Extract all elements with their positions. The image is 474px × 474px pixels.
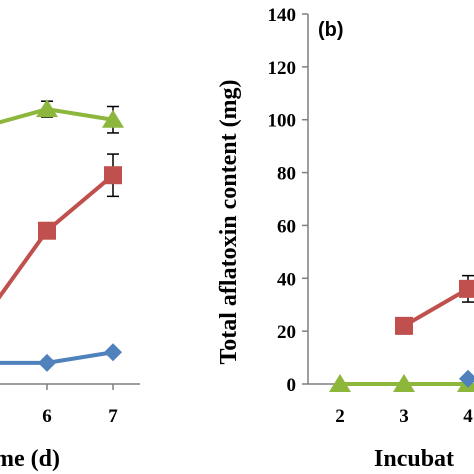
data-point-b <box>395 316 413 335</box>
y-axis-title-b: Total aflatoxin content (mg) <box>216 79 242 364</box>
data-point-a <box>38 353 56 372</box>
y-tick-label-b: 0 <box>287 375 297 396</box>
y-tick-label-b: 60 <box>277 216 296 237</box>
x-axis-title-a: me (d) <box>0 446 60 472</box>
data-point-b <box>393 374 415 392</box>
y-tick-label-b: 140 <box>268 5 297 26</box>
series-line-b <box>402 287 470 328</box>
x-tick-label-b: 2 <box>335 406 345 427</box>
data-point-b <box>459 279 474 298</box>
data-point-b <box>329 374 351 392</box>
panel-b: 0 20 40 60 80 100 120 140 2 3 4 Total aflatoxin con… <box>216 5 474 472</box>
x-tick-label-a: 7 <box>108 406 118 427</box>
y-tick-label-b: 120 <box>268 58 297 79</box>
y-tick-label-b: 100 <box>268 111 297 132</box>
x-tick-label-b: 4 <box>463 406 473 427</box>
data-point-b <box>459 369 474 388</box>
data-point-a <box>102 109 124 128</box>
data-point-a <box>104 166 122 185</box>
series-line-a <box>0 173 115 300</box>
y-tick-label-b: 20 <box>277 322 296 343</box>
y-tick-label-b: 40 <box>277 269 296 290</box>
panel-label-b: (b) <box>318 19 344 41</box>
series-line-a <box>0 350 114 365</box>
data-point-a <box>36 99 58 118</box>
x-tick-label-a: 6 <box>42 406 52 427</box>
x-tick-label-b: 3 <box>399 406 409 427</box>
x-axis-title-b: Incubat <box>374 446 454 472</box>
data-point-a <box>104 343 122 362</box>
y-tick-label-b: 80 <box>277 164 296 185</box>
data-point-a <box>38 221 56 240</box>
panel-a: 6 7 me (d) <box>0 99 140 472</box>
